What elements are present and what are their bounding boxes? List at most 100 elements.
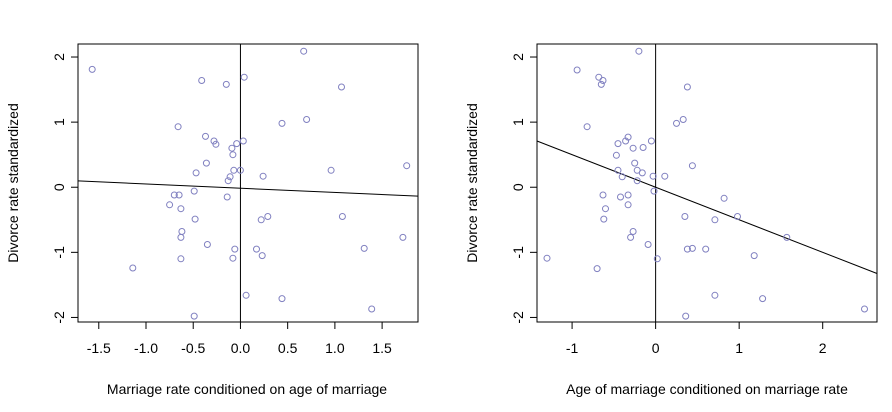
data-point xyxy=(177,205,185,213)
data-point xyxy=(614,140,622,148)
data-point xyxy=(599,77,607,84)
data-point xyxy=(543,254,551,262)
data-point xyxy=(264,213,272,220)
x-tick-label: -1 xyxy=(566,340,579,356)
data-point xyxy=(638,169,646,177)
x-tick-label: 1.0 xyxy=(325,340,345,356)
data-point xyxy=(191,215,199,223)
data-point xyxy=(228,144,236,152)
data-point xyxy=(683,245,691,253)
data-point xyxy=(711,216,719,224)
data-point xyxy=(599,191,607,199)
data-point xyxy=(650,187,658,195)
data-point xyxy=(783,233,791,241)
data-point xyxy=(661,172,669,180)
data-point xyxy=(338,83,345,91)
data-point xyxy=(734,213,741,220)
data-point xyxy=(170,191,178,199)
data-point xyxy=(278,295,286,303)
data-point xyxy=(403,162,411,170)
data-point xyxy=(258,252,266,260)
data-point xyxy=(242,291,250,299)
data-point xyxy=(303,116,311,123)
y-tick-label: 0 xyxy=(510,183,526,191)
data-point xyxy=(618,173,626,181)
data-point xyxy=(175,191,183,199)
y-tick-label: 2 xyxy=(510,53,526,61)
left-y-axis: -2 -1 0 1 2 xyxy=(51,53,79,324)
data-point xyxy=(88,65,96,73)
data-point xyxy=(683,83,691,91)
data-point xyxy=(653,255,661,263)
data-point xyxy=(278,119,286,127)
data-point xyxy=(600,215,608,223)
data-point xyxy=(627,233,635,241)
right-y-axis: -2 -1 0 1 2 xyxy=(510,53,538,324)
data-point xyxy=(231,245,239,253)
data-point xyxy=(229,254,237,262)
data-point xyxy=(223,193,231,201)
x-tick-label: 0.0 xyxy=(231,340,251,356)
data-point xyxy=(236,166,244,174)
data-point xyxy=(639,144,647,151)
data-point xyxy=(681,213,689,220)
data-point xyxy=(633,177,641,185)
data-point xyxy=(190,187,198,195)
data-point xyxy=(229,151,237,159)
y-tick-label: -2 xyxy=(51,311,67,324)
y-tick-label: 1 xyxy=(51,118,67,126)
y-tick-label: 0 xyxy=(51,183,67,191)
data-point xyxy=(624,133,632,141)
data-point xyxy=(711,291,719,299)
data-point xyxy=(624,201,632,209)
data-point xyxy=(203,241,211,248)
data-point xyxy=(614,166,622,174)
data-point xyxy=(174,123,182,131)
x-tick-label: 1 xyxy=(735,340,743,356)
data-point xyxy=(629,228,637,235)
data-point xyxy=(177,233,185,241)
y-tick-label: 2 xyxy=(51,53,67,61)
data-point xyxy=(583,123,591,131)
left-x-axis-title: Marriage rate conditioned on age of marr… xyxy=(107,381,387,397)
x-tick-label: 1.5 xyxy=(372,340,392,356)
data-point xyxy=(631,159,639,167)
data-point xyxy=(190,312,198,320)
left-points xyxy=(88,47,411,320)
data-point xyxy=(166,201,174,209)
data-point xyxy=(629,144,637,152)
left-regression-line xyxy=(77,180,419,197)
data-point xyxy=(750,252,758,260)
data-point xyxy=(597,80,605,88)
x-tick-label: -1.0 xyxy=(134,340,158,356)
right-x-axis-title: Age of marriage conditioned on marriage … xyxy=(566,381,848,397)
data-point xyxy=(360,244,368,252)
data-point xyxy=(759,295,767,303)
right-x-axis: -1 0 1 2 xyxy=(566,321,827,356)
right-points xyxy=(543,47,868,320)
data-point xyxy=(259,172,267,180)
data-point xyxy=(202,159,210,167)
data-point xyxy=(239,137,247,145)
x-tick-label: 0.5 xyxy=(278,340,298,356)
data-point xyxy=(702,245,710,253)
data-point xyxy=(617,193,624,201)
y-tick-label: -1 xyxy=(510,246,526,259)
data-point xyxy=(673,119,680,127)
data-point xyxy=(192,169,200,177)
y-tick-label: 1 xyxy=(510,118,526,126)
data-point xyxy=(240,73,248,81)
data-point xyxy=(233,140,241,148)
data-point xyxy=(682,312,690,320)
data-point xyxy=(720,194,728,202)
data-point xyxy=(202,132,209,140)
left-panel: -1.5 -1.0 -0.5 0.0 0.5 1.0 1.5 -2 -1 0 1 2 Marriag… xyxy=(5,43,419,397)
data-point xyxy=(573,66,581,74)
data-point xyxy=(177,255,185,263)
data-point xyxy=(649,172,657,180)
data-point xyxy=(198,77,206,84)
left-x-axis: -1.5 -1.0 -0.5 0.0 0.5 1.0 1.5 xyxy=(87,321,392,356)
right-regression-line xyxy=(536,140,878,274)
data-point xyxy=(602,205,609,213)
